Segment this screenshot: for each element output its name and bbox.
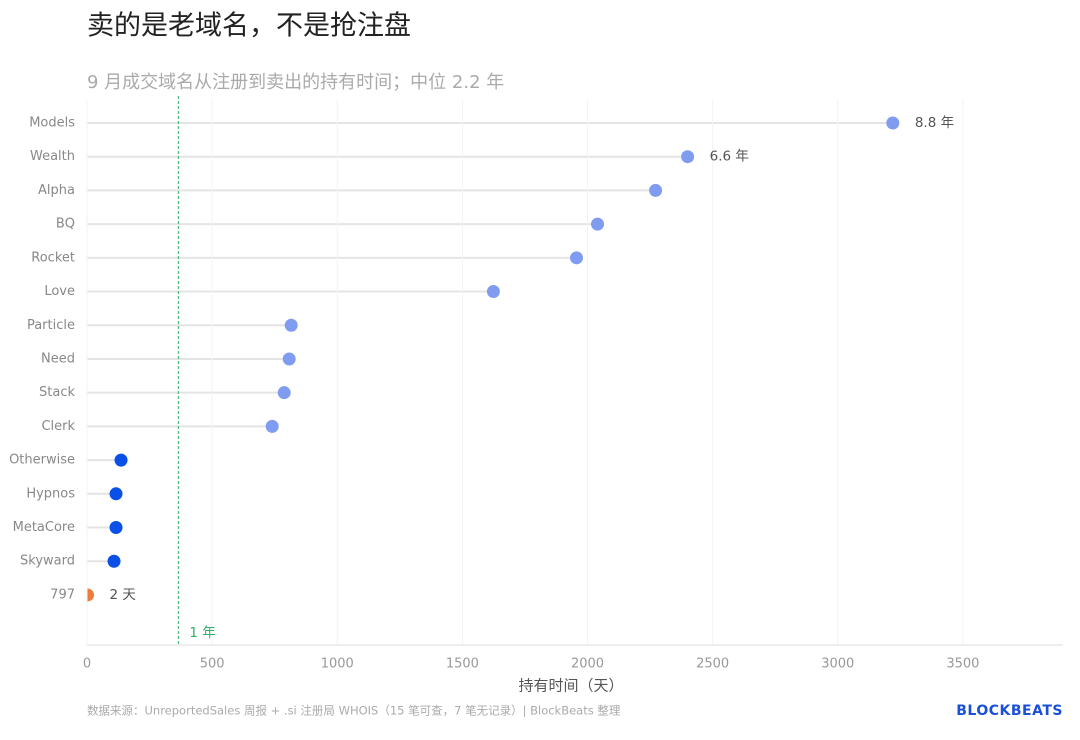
chart-subtitle: 9 月成交域名从注册到卖出的持有时间；中位 2.2 年 bbox=[87, 72, 504, 93]
dot bbox=[591, 217, 605, 231]
x-tick-label: 3500 bbox=[946, 657, 979, 672]
dot bbox=[284, 318, 298, 332]
x-axis-label: 持有时间（天） bbox=[518, 677, 623, 695]
dot bbox=[109, 487, 123, 501]
dot bbox=[486, 285, 500, 299]
dot bbox=[570, 251, 584, 265]
dot bbox=[649, 183, 663, 197]
dot bbox=[114, 453, 128, 467]
y-tick-label: Need bbox=[41, 351, 75, 366]
y-tick-label: MetaCore bbox=[13, 520, 75, 535]
dot bbox=[87, 588, 94, 602]
y-tick-label: Otherwise bbox=[9, 453, 75, 468]
reference-label: 1 年 bbox=[189, 625, 215, 641]
plot-area bbox=[87, 116, 900, 602]
y-tick-label: 797 bbox=[50, 587, 75, 602]
x-tick-label: 2500 bbox=[696, 657, 729, 672]
value-label: 8.8 年 bbox=[915, 115, 954, 131]
y-tick-label: Rocket bbox=[31, 250, 75, 265]
y-tick-label: Stack bbox=[39, 385, 75, 400]
x-tick-label: 1500 bbox=[446, 657, 479, 672]
dot bbox=[265, 419, 279, 433]
x-tick-label: 1000 bbox=[321, 657, 354, 672]
dot bbox=[277, 386, 291, 400]
chart-title: 卖的是老域名，不是抢注盘 bbox=[87, 11, 411, 42]
dot bbox=[107, 554, 121, 568]
y-tick-label: Particle bbox=[27, 318, 75, 333]
y-tick-label: Models bbox=[29, 116, 75, 131]
source-note: 数据来源：UnreportedSales 周报 + .si 注册局 WHOIS（… bbox=[87, 704, 621, 718]
dot bbox=[681, 150, 695, 164]
y-tick-label: Alpha bbox=[38, 183, 75, 198]
dot bbox=[282, 352, 296, 366]
y-tick-label: BQ bbox=[56, 217, 75, 232]
y-tick-label: Clerk bbox=[41, 419, 75, 434]
x-tick-label: 2000 bbox=[571, 657, 604, 672]
y-tick-label: Skyward bbox=[20, 554, 75, 569]
y-tick-label: Hypnos bbox=[26, 486, 75, 501]
x-tick-label: 3000 bbox=[821, 657, 854, 672]
value-label: 2 天 bbox=[110, 587, 137, 603]
x-tick-label: 500 bbox=[200, 657, 225, 672]
logo: BLOCKBEATS bbox=[956, 703, 1063, 719]
x-tick-label: 0 bbox=[83, 657, 91, 672]
y-tick-label: Wealth bbox=[30, 149, 75, 164]
value-label: 6.6 年 bbox=[710, 149, 749, 165]
dot bbox=[886, 116, 900, 130]
y-tick-label: Love bbox=[44, 284, 75, 299]
dot bbox=[109, 521, 123, 535]
